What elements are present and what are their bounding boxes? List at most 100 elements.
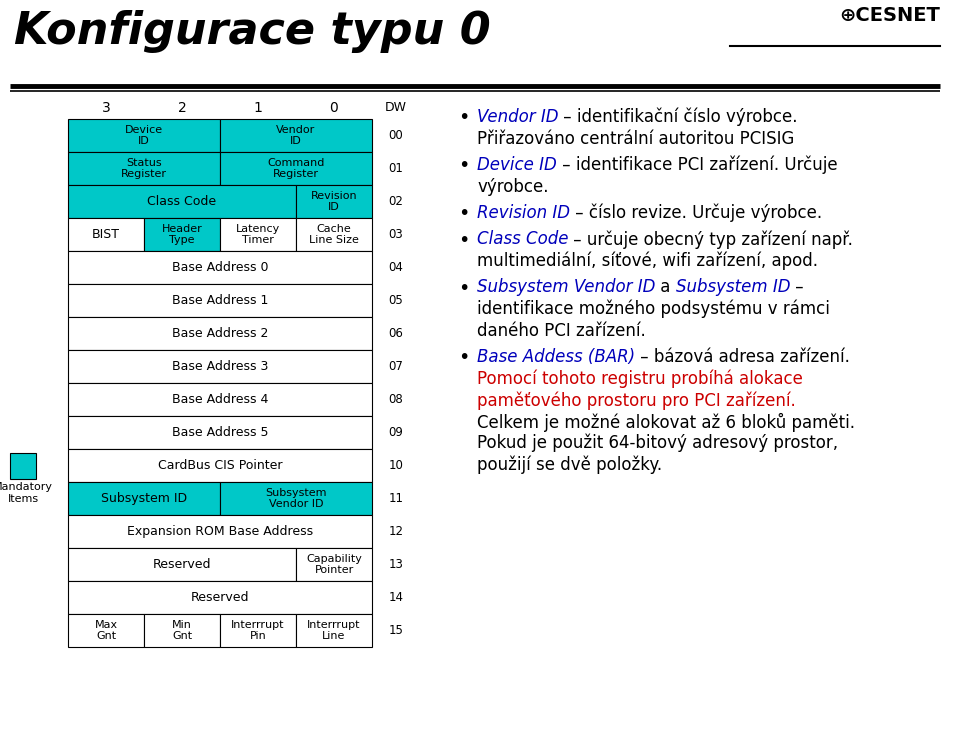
Text: Class Code: Class Code (477, 231, 568, 248)
Text: Max
Gnt: Max Gnt (94, 620, 117, 642)
Bar (68, 350, 372, 383)
Text: Vendor
ID: Vendor ID (276, 125, 316, 146)
Text: BIST: BIST (92, 228, 120, 241)
Text: Base Addess (BAR): Base Addess (BAR) (477, 348, 636, 366)
Bar (220, 152, 372, 185)
Text: 05: 05 (389, 294, 403, 307)
Text: Expansion ROM Base Address: Expansion ROM Base Address (127, 525, 313, 538)
Text: Device ID: Device ID (477, 156, 557, 174)
Text: Pomocí tohoto registru probíhá alokace: Pomocí tohoto registru probíhá alokace (477, 369, 803, 388)
Text: 3: 3 (102, 101, 110, 115)
Text: – identifikační číslo výrobce.: – identifikační číslo výrobce. (559, 108, 798, 127)
Text: Revision
ID: Revision ID (311, 191, 357, 213)
Text: multimediální, síťové, wifi zařízení, apod.: multimediální, síťové, wifi zařízení, ap… (477, 252, 818, 271)
Bar (68, 251, 372, 284)
Bar (296, 548, 372, 581)
Bar (296, 185, 372, 218)
Text: a: a (656, 278, 676, 296)
Text: Device
ID: Device ID (125, 125, 163, 146)
Bar (220, 119, 372, 152)
Text: Class Code: Class Code (148, 195, 217, 208)
Text: 10: 10 (389, 459, 403, 472)
Text: identifikace možného podsystému v rámci: identifikace možného podsystému v rámci (477, 300, 829, 319)
Text: Base Address 3: Base Address 3 (172, 360, 268, 373)
Text: 07: 07 (389, 360, 403, 373)
Text: – určuje obecný typ zařízení např.: – určuje obecný typ zařízení např. (568, 231, 853, 249)
Bar (220, 482, 372, 515)
Text: Konfigurace typu 0: Konfigurace typu 0 (14, 10, 491, 53)
Bar (296, 218, 372, 251)
Text: 03: 03 (389, 228, 403, 241)
Text: •: • (458, 278, 469, 298)
Text: 12: 12 (389, 525, 403, 538)
Bar (68, 449, 372, 482)
Text: 2: 2 (178, 101, 186, 115)
Bar (296, 614, 372, 647)
Text: Header
Type: Header Type (161, 224, 203, 245)
Bar (144, 218, 220, 251)
Text: použijí se dvě položky.: použijí se dvě položky. (477, 456, 662, 474)
Text: •: • (458, 348, 469, 367)
Text: Base Address 2: Base Address 2 (172, 327, 268, 340)
Text: Capability
Pointer: Capability Pointer (306, 554, 362, 575)
Text: Min
Gnt: Min Gnt (172, 620, 192, 642)
Text: Interrrupt
Line: Interrrupt Line (307, 620, 361, 642)
Text: 06: 06 (389, 327, 403, 340)
Bar (68, 581, 372, 614)
Text: 11: 11 (389, 492, 403, 505)
Text: Base Address 0: Base Address 0 (172, 261, 268, 274)
Text: Mandatory
Items: Mandatory Items (0, 483, 53, 504)
Bar (68, 416, 372, 449)
Text: – identifikace PCI zařízení. Určuje: – identifikace PCI zařízení. Určuje (557, 156, 837, 175)
Text: •: • (458, 156, 469, 175)
Text: Přiřazováno centrální autoritou PCISIG: Přiřazováno centrální autoritou PCISIG (477, 130, 794, 148)
Bar (220, 218, 296, 251)
Text: Subsystem ID: Subsystem ID (101, 492, 187, 505)
Text: Base Address 5: Base Address 5 (172, 426, 268, 439)
Text: výrobce.: výrobce. (477, 178, 548, 195)
Text: – číslo revize. Určuje výrobce.: – číslo revize. Určuje výrobce. (570, 204, 822, 222)
Text: 0: 0 (329, 101, 338, 115)
Text: Reserved: Reserved (153, 558, 211, 571)
Text: Vendor ID: Vendor ID (477, 108, 559, 126)
Bar (68, 284, 372, 317)
Text: Revision ID: Revision ID (477, 204, 570, 222)
Bar (68, 152, 220, 185)
Text: 08: 08 (389, 393, 403, 406)
Text: Subsystem ID: Subsystem ID (676, 278, 790, 296)
Text: daného PCI zařízení.: daného PCI zařízení. (477, 322, 646, 339)
Text: 01: 01 (389, 162, 403, 175)
Text: Latency
Timer: Latency Timer (236, 224, 280, 245)
Bar (68, 515, 372, 548)
Text: 00: 00 (389, 129, 403, 142)
Text: Command
Register: Command Register (267, 157, 324, 179)
Text: ⊕CESNET: ⊕CESNET (839, 6, 940, 25)
Bar (68, 548, 296, 581)
Text: DW: DW (385, 101, 407, 114)
Bar (144, 614, 220, 647)
Text: Interrrupt
Pin: Interrrupt Pin (231, 620, 285, 642)
Text: Base Address 1: Base Address 1 (172, 294, 268, 307)
Text: Base Address 4: Base Address 4 (172, 393, 268, 406)
Text: Status
Register: Status Register (121, 157, 167, 179)
Text: •: • (458, 204, 469, 223)
Bar (68, 614, 144, 647)
Bar (10, 453, 36, 478)
Text: Subsystem Vendor ID: Subsystem Vendor ID (477, 278, 656, 296)
Text: Cache
Line Size: Cache Line Size (309, 224, 359, 245)
Text: – bázová adresa zařízení.: – bázová adresa zařízení. (636, 348, 850, 366)
Text: 04: 04 (389, 261, 403, 274)
Text: paměťového prostoru pro PCI zařízení.: paměťového prostoru pro PCI zařízení. (477, 391, 796, 410)
Text: 09: 09 (389, 426, 403, 439)
Text: Reserved: Reserved (191, 591, 250, 604)
Text: Celkem je možné alokovat až 6 bloků paměti.: Celkem je možné alokovat až 6 bloků pamě… (477, 413, 855, 432)
Text: Pokud je použit 64-bitový adresový prostor,: Pokud je použit 64-bitový adresový prost… (477, 434, 838, 453)
Text: Subsystem
Vendor ID: Subsystem Vendor ID (265, 488, 326, 510)
Text: CardBus CIS Pointer: CardBus CIS Pointer (157, 459, 282, 472)
Bar (220, 614, 296, 647)
Bar (68, 317, 372, 350)
Text: 1: 1 (253, 101, 262, 115)
Text: 14: 14 (389, 591, 403, 604)
Text: –: – (790, 278, 804, 296)
Bar (68, 383, 372, 416)
